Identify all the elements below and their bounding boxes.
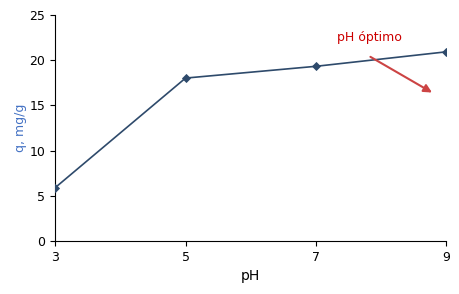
X-axis label: pH: pH: [241, 269, 260, 283]
Text: pH óptimo: pH óptimo: [336, 31, 401, 44]
Y-axis label: q, mg/g: q, mg/g: [14, 104, 27, 152]
